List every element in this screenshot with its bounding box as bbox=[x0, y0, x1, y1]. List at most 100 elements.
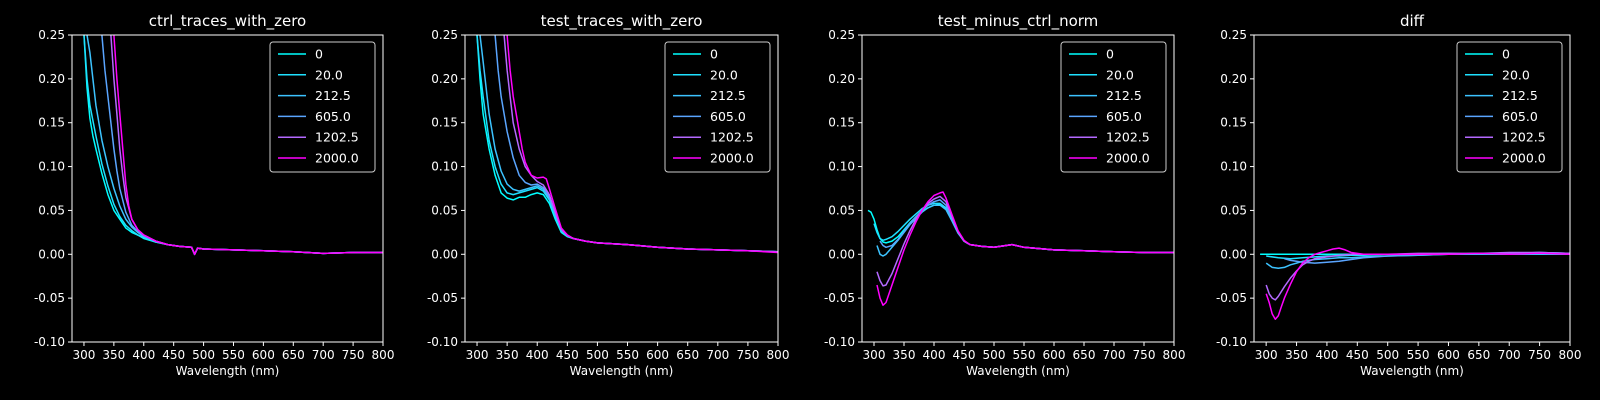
axes-frame bbox=[861, 34, 1175, 343]
y-tick-label: 0.25 bbox=[1220, 28, 1247, 42]
legend-label: 212.5 bbox=[315, 88, 351, 103]
legend: 0 20.0 212.5 605.0 1202.5 2000.0 bbox=[1060, 41, 1167, 173]
x-tick-label: 750 bbox=[1528, 348, 1551, 362]
x-tick-label: 800 bbox=[372, 348, 395, 362]
y-tick-label: 0.20 bbox=[38, 72, 65, 86]
x-tick-label: 400 bbox=[1315, 348, 1338, 362]
legend-label: 2000.0 bbox=[1106, 151, 1150, 166]
y-tick-label: 0.05 bbox=[1220, 203, 1247, 217]
y-tick-label: -0.10 bbox=[427, 335, 458, 349]
series-line-0 bbox=[867, 203, 1174, 254]
x-tick-label: 550 bbox=[1407, 348, 1430, 362]
legend-label: 1202.5 bbox=[710, 130, 754, 145]
y-tick-label: 0.20 bbox=[431, 72, 458, 86]
y-tick-label: 0.25 bbox=[828, 28, 855, 42]
legend: 0 20.0 212.5 605.0 1202.5 2000.0 bbox=[664, 41, 771, 173]
series-group bbox=[1260, 247, 1570, 320]
legend-label: 1202.5 bbox=[1106, 130, 1150, 145]
legend: 0 20.0 212.5 605.0 1202.5 2000.0 bbox=[269, 41, 376, 173]
y-tick-label: 0.00 bbox=[1220, 247, 1247, 261]
legend-label: 212.5 bbox=[710, 88, 746, 103]
x-tick-label: 650 bbox=[1073, 348, 1096, 362]
x-tick-label: 800 bbox=[1559, 348, 1582, 362]
x-tick-label: 600 bbox=[1437, 348, 1460, 362]
series-group bbox=[867, 191, 1174, 306]
x-axis-label: Wavelength (nm) bbox=[176, 364, 280, 378]
x-tick-label: 800 bbox=[767, 348, 790, 362]
y-tick-label: 0.10 bbox=[1220, 160, 1247, 174]
chart-panel-1: 300 350 400 450 500 550 600 650 700 750 800 -0.10 -0… bbox=[34, 12, 395, 378]
legend-label: 0 bbox=[315, 47, 323, 62]
x-tick-label: 450 bbox=[953, 348, 976, 362]
x-tick-label: 450 bbox=[556, 348, 579, 362]
x-tick-label: 300 bbox=[1255, 348, 1278, 362]
x-tick-label: 600 bbox=[252, 348, 275, 362]
x-tick-label: 700 bbox=[1103, 348, 1126, 362]
axes-frame bbox=[1253, 34, 1571, 343]
legend-label: 2000.0 bbox=[710, 151, 754, 166]
legend-label: 212.5 bbox=[1502, 88, 1538, 103]
x-tick-label: 400 bbox=[132, 348, 155, 362]
x-axis-label: Wavelength (nm) bbox=[570, 364, 674, 378]
legend-label: 605.0 bbox=[710, 109, 746, 124]
chart-title: test_minus_ctrl_norm bbox=[938, 12, 1099, 31]
y-tick-label: 0.05 bbox=[38, 203, 65, 217]
x-tick-label: 800 bbox=[1163, 348, 1186, 362]
y-tick-label: 0.15 bbox=[828, 116, 855, 130]
x-tick-label: 350 bbox=[102, 348, 125, 362]
series-group bbox=[83, 35, 383, 256]
x-tick-label: 450 bbox=[1346, 348, 1369, 362]
x-tick-label: 450 bbox=[162, 348, 185, 362]
x-tick-label: 350 bbox=[496, 348, 519, 362]
x-tick-label: 500 bbox=[983, 348, 1006, 362]
y-tick-label: 0.15 bbox=[1220, 116, 1247, 130]
y-tick-label: 0.00 bbox=[828, 247, 855, 261]
x-tick-label: 750 bbox=[342, 348, 365, 362]
x-tick-label: 700 bbox=[312, 348, 335, 362]
x-tick-label: 350 bbox=[893, 348, 916, 362]
series-group bbox=[476, 35, 778, 254]
x-tick-label: 650 bbox=[282, 348, 305, 362]
y-tick-label: 0.00 bbox=[431, 247, 458, 261]
y-tick-label: 0.10 bbox=[431, 160, 458, 174]
legend-label: 0 bbox=[1502, 47, 1510, 62]
x-tick-label: 600 bbox=[646, 348, 669, 362]
x-tick-label: 400 bbox=[923, 348, 946, 362]
x-tick-label: 650 bbox=[676, 348, 699, 362]
x-tick-label: 700 bbox=[1498, 348, 1521, 362]
chart-panel-2: 300 350 400 450 500 550 600 650 700 750 800 -0.10 -0… bbox=[427, 12, 790, 378]
legend-label: 605.0 bbox=[1502, 109, 1538, 124]
chart-title: test_traces_with_zero bbox=[541, 12, 703, 31]
x-tick-label: 750 bbox=[736, 348, 759, 362]
x-tick-label: 550 bbox=[1013, 348, 1036, 362]
legend-label: 2000.0 bbox=[1502, 151, 1546, 166]
y-tick-label: 0.20 bbox=[1220, 72, 1247, 86]
axes-frame bbox=[71, 34, 384, 343]
y-tick-label: 0.05 bbox=[431, 203, 458, 217]
legend-label: 212.5 bbox=[1106, 88, 1142, 103]
x-tick-label: 700 bbox=[706, 348, 729, 362]
y-tick-label: -0.10 bbox=[1216, 335, 1247, 349]
x-axis-label: Wavelength (nm) bbox=[966, 364, 1070, 378]
legend-label: 2000.0 bbox=[315, 151, 359, 166]
series-line-1202.5 bbox=[1265, 251, 1570, 301]
series-line-20.0 bbox=[873, 202, 1174, 254]
y-tick-label: 0.15 bbox=[38, 116, 65, 130]
y-tick-label: -0.05 bbox=[824, 291, 855, 305]
legend-label: 605.0 bbox=[315, 109, 351, 124]
x-tick-label: 500 bbox=[1376, 348, 1399, 362]
y-tick-label: -0.10 bbox=[34, 335, 65, 349]
x-tick-label: 650 bbox=[1467, 348, 1490, 362]
legend-label: 1202.5 bbox=[1502, 130, 1546, 145]
chart-title: ctrl_traces_with_zero bbox=[149, 12, 306, 31]
legend-label: 20.0 bbox=[710, 67, 738, 82]
series-line-2000.0 bbox=[506, 35, 778, 254]
legend-label: 20.0 bbox=[1502, 67, 1530, 82]
y-tick-label: -0.10 bbox=[824, 335, 855, 349]
x-tick-label: 300 bbox=[73, 348, 96, 362]
legend-label: 0 bbox=[1106, 47, 1114, 62]
chart-title: diff bbox=[1400, 12, 1425, 30]
x-tick-label: 500 bbox=[586, 348, 609, 362]
legend-label: 0 bbox=[710, 47, 718, 62]
